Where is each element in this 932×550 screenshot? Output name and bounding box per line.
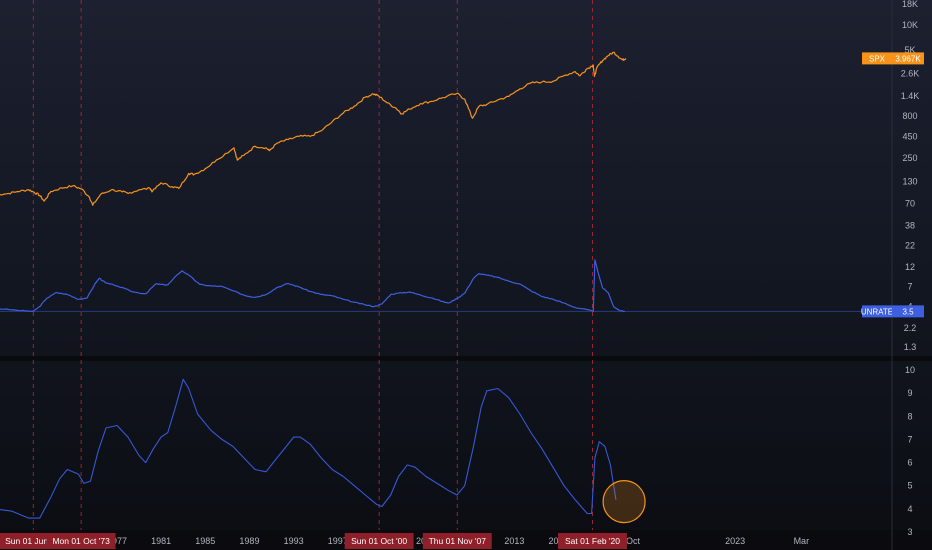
x-tick-label: 1981 <box>151 536 171 546</box>
unrate-badge-name-box <box>862 305 892 318</box>
x-tick-label: Mar <box>794 536 810 546</box>
recession-date-box <box>558 533 627 549</box>
y-tick-label: 800 <box>902 111 917 121</box>
spx-series-line <box>0 51 627 206</box>
y-tick-label: 7 <box>907 434 912 444</box>
pane-separator <box>0 356 932 361</box>
y-tick-label: 8 <box>907 411 912 421</box>
x-tick-label: 1997 <box>328 536 348 546</box>
recession-date-box <box>46 533 116 549</box>
x-tick-label: 2023 <box>725 536 745 546</box>
y-tick-label: 1.4K <box>901 91 920 101</box>
x-tick-label: Oct <box>626 536 641 546</box>
recession-date-label: Sun 01 Oct '00 <box>344 533 414 549</box>
x-tick-label: 1985 <box>195 536 215 546</box>
unrate-badge-value: 3.5 <box>902 307 914 316</box>
y-tick-label: 5K <box>904 45 915 55</box>
y-tick-label: 9 <box>907 388 912 398</box>
recession-date-box <box>422 533 492 549</box>
x-tick-label: 2013 <box>504 536 524 546</box>
recession-date-text: Sun 01 Oct '00 <box>351 536 407 546</box>
recession-date-text: Mon 01 Oct '73 <box>52 536 110 546</box>
y-tick-label: 18K <box>902 0 918 9</box>
spx-badge: SPX 3.967K <box>862 52 924 65</box>
unrate-badge-name: UNRATE <box>861 307 893 316</box>
y-tick-label: 12 <box>905 262 915 272</box>
y-tick-label: 10K <box>902 20 918 30</box>
y-tick-label: 2.6K <box>901 69 920 79</box>
spx-badge-value: 3.967K <box>895 54 921 63</box>
recession-date-label: Thu 01 Nov '07 <box>422 533 492 549</box>
x-tick-label: 1993 <box>284 536 304 546</box>
recession-date-label: Sat 01 Feb '20 <box>558 533 627 549</box>
y-tick-label: 1.3 <box>904 342 917 352</box>
y-tick-label: 250 <box>902 153 917 163</box>
y-tick-label: 3 <box>907 527 912 537</box>
y-tick-label: 450 <box>902 132 917 142</box>
y-tick-label: 2.2 <box>904 323 917 333</box>
x-tick-label: 1989 <box>239 536 259 546</box>
y-tick-label: 10 <box>905 365 915 375</box>
spx-badge-value-box <box>892 52 924 65</box>
y-tick-label: 38 <box>905 221 915 231</box>
y-tick-label: 7 <box>907 281 912 291</box>
recession-date-label: Mon 01 Oct '73 <box>46 533 116 549</box>
recession-date-text: Thu 01 Nov '07 <box>429 536 487 546</box>
recession-date-box <box>344 533 414 549</box>
y-tick-label: 130 <box>902 176 917 186</box>
unrate-series-line <box>0 259 625 313</box>
x-tick-label: 1977 <box>107 536 127 546</box>
y-tick-label: 4 <box>907 504 912 514</box>
spx-badge-name-box <box>862 52 892 65</box>
spx-badge-name: SPX <box>869 54 886 63</box>
unrate-badge-value-box <box>892 305 924 318</box>
highlight-circle <box>602 480 646 524</box>
y-tick-label: 5 <box>907 481 912 491</box>
y-tick-label: 70 <box>905 199 915 209</box>
recession-date-text: Sun 01 Jun '69 <box>5 536 62 546</box>
unrate-badge: UNRATE 3.5 <box>861 305 924 318</box>
unrate-average-line <box>0 378 617 519</box>
y-tick-label: 22 <box>905 240 915 250</box>
y-tick-label: 6 <box>907 458 912 468</box>
recession-date-text: Sat 01 Feb '20 <box>565 536 620 546</box>
